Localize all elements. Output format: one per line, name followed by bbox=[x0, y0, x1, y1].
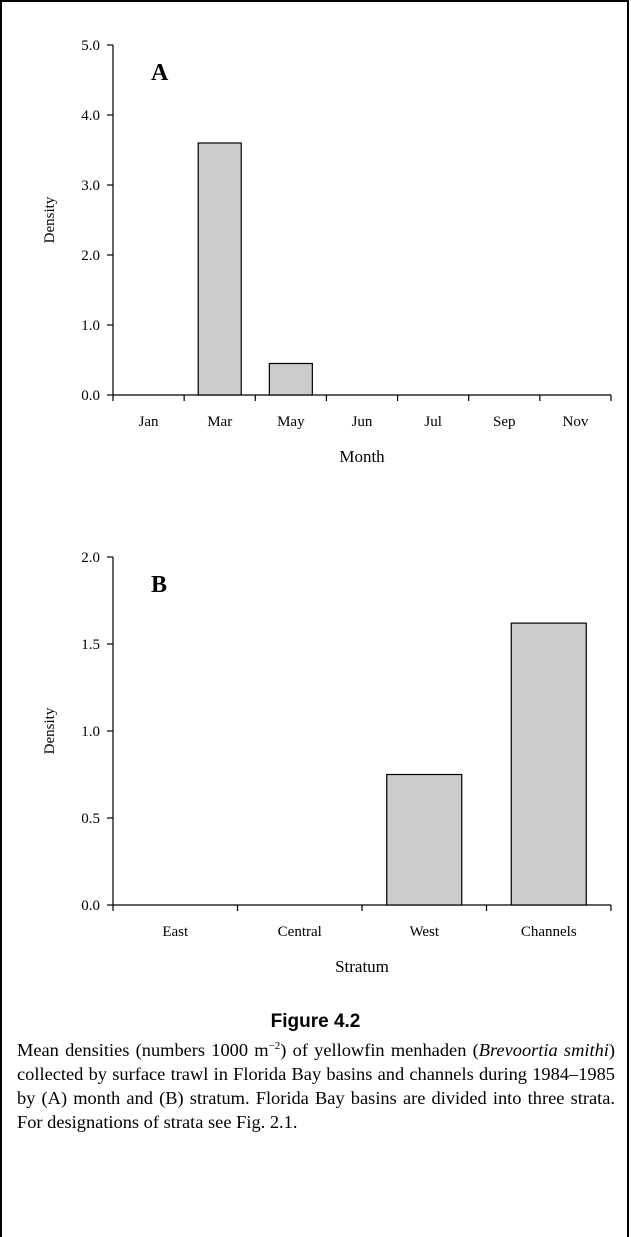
x-tick-label: West bbox=[409, 924, 439, 940]
panel-label: B bbox=[151, 572, 167, 598]
y-tick-label: 2.0 bbox=[81, 550, 100, 566]
y-tick-label: 0.5 bbox=[81, 811, 100, 827]
y-axis-title: Density bbox=[42, 707, 58, 754]
y-tick-label: 0.0 bbox=[81, 388, 100, 404]
y-tick-label: 2.0 bbox=[81, 248, 100, 264]
y-tick-label: 3.0 bbox=[81, 178, 100, 194]
y-tick-label: 0.0 bbox=[81, 898, 100, 914]
x-tick-label: Sep bbox=[493, 414, 516, 430]
y-tick-label: 1.0 bbox=[81, 724, 100, 740]
x-tick-label: Channels bbox=[521, 924, 577, 940]
x-tick-label: May bbox=[277, 414, 305, 430]
x-tick-label: Jan bbox=[139, 414, 159, 430]
bar-mar bbox=[197, 142, 242, 396]
x-tick-label: Nov bbox=[563, 414, 589, 430]
x-tick-label: East bbox=[162, 924, 189, 940]
chart-panel-b: 0.0 0.5 1.0 1.5 2.0 East Central West Channels St… bbox=[42, 550, 612, 976]
y-tick-label: 4.0 bbox=[81, 108, 100, 124]
x-tick-label: Mar bbox=[207, 414, 232, 430]
x-tick-label: Jul bbox=[424, 414, 442, 430]
bar-may bbox=[268, 362, 313, 396]
y-tick-label: 1.0 bbox=[81, 318, 100, 334]
y-tick-label: 1.5 bbox=[81, 637, 100, 653]
caption-text-3: ) collected by surface trawl in Florida … bbox=[17, 1040, 615, 1132]
x-axis-title: Stratum bbox=[335, 957, 389, 976]
bar-west bbox=[386, 773, 463, 906]
x-axis-title: Month bbox=[339, 447, 385, 466]
y-axis-title: Density bbox=[42, 196, 58, 243]
caption-species-name: Brevoortia smithi bbox=[478, 1040, 609, 1060]
panel-label: A bbox=[151, 60, 169, 86]
figure-title: Figure 4.2 bbox=[270, 1011, 361, 1032]
figure-charts: 0.0 1.0 2.0 3.0 4.0 5.0 Jan Mar May Jun Jul Sep Nov M… bbox=[42, 38, 612, 976]
y-tick-label: 5.0 bbox=[81, 38, 100, 54]
caption-text-2: ) of yellowfin menhaden ( bbox=[280, 1040, 479, 1060]
x-tick-label: Central bbox=[278, 924, 322, 940]
bar-channels bbox=[510, 622, 587, 906]
caption-superscript: −2 bbox=[268, 1039, 281, 1052]
figure-caption: Mean densities (numbers 1000 m−2) of yel… bbox=[17, 1038, 615, 1134]
caption-text-1: Mean densities (numbers 1000 m bbox=[17, 1040, 269, 1060]
chart-panel-a: 0.0 1.0 2.0 3.0 4.0 5.0 Jan Mar May Jun Jul Sep Nov M… bbox=[42, 38, 612, 466]
x-tick-label: Jun bbox=[352, 414, 373, 430]
